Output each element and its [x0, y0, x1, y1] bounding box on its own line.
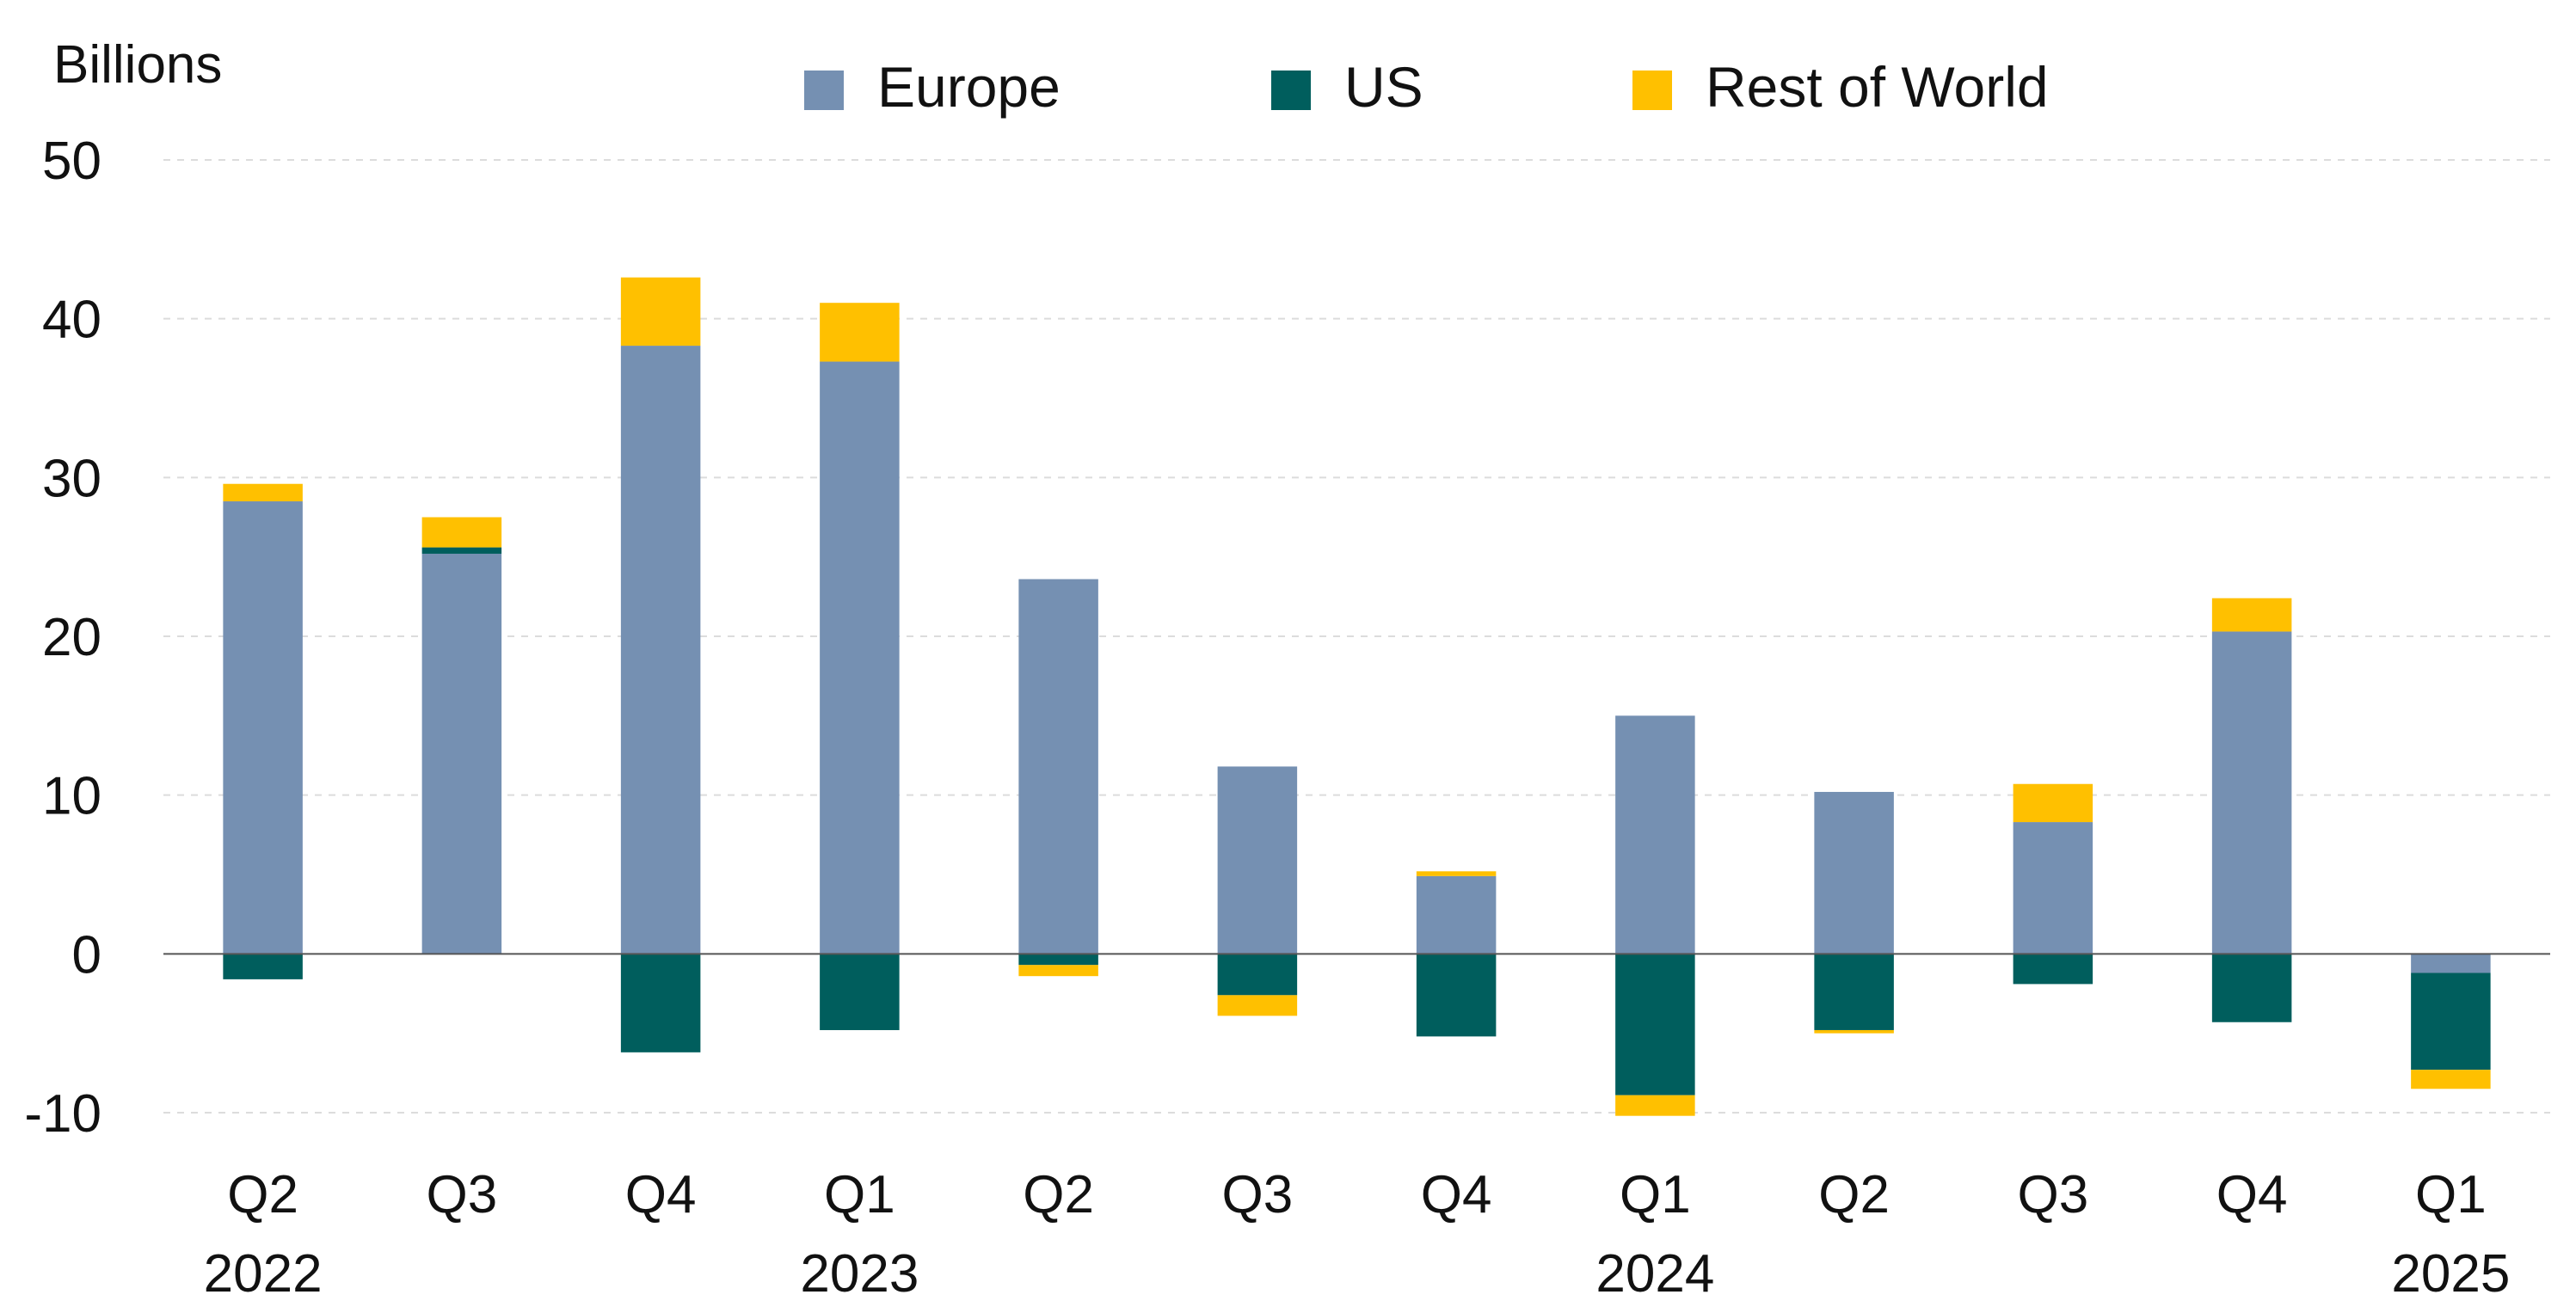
x-axis-labels: Q2 2022 Q3 Q4 Q1 2023 Q2 Q3 Q4 Q1 2024 Q2 Q3 Q4 Q1 2025: [204, 1165, 2511, 1304]
bar-us: [2411, 973, 2491, 1071]
bars: [223, 277, 2491, 1116]
bar-us: [1615, 954, 1695, 1095]
x-tick-label: Q1: [1620, 1165, 1691, 1224]
x-tick-label: Q2: [227, 1165, 298, 1224]
x-year-label: 2024: [1595, 1244, 1714, 1304]
legend-label-us: US: [1344, 55, 1423, 119]
bar-europe: [2211, 631, 2292, 954]
bar-us: [1814, 954, 1894, 1030]
bar-us: [223, 954, 303, 979]
bar-us: [1018, 954, 1098, 966]
gridlines: [163, 159, 2550, 1114]
legend-swatch-rest-of-world: [1632, 71, 1672, 110]
y-tick-label: 10: [42, 767, 101, 826]
legend: Europe US Rest of World: [804, 55, 2049, 119]
y-tick-label: 30: [42, 449, 101, 508]
x-tick-label: Q4: [2216, 1165, 2288, 1224]
bar-europe: [2411, 954, 2491, 973]
x-tick-label: Q2: [1023, 1165, 1094, 1224]
x-tick-label: Q1: [824, 1165, 895, 1224]
y-unit-label: Billions: [53, 35, 222, 95]
bar-us: [820, 954, 900, 1030]
bar-europe: [1615, 715, 1695, 954]
bar-rest-of-world: [820, 303, 900, 362]
x-year-label: 2025: [2391, 1244, 2510, 1304]
y-axis-ticks: -10 0 10 20 30 40 50: [24, 132, 101, 1144]
y-tick-label: 50: [42, 132, 101, 191]
bar-us: [2013, 954, 2093, 985]
bar-rest-of-world: [1217, 995, 1298, 1016]
bar-us: [620, 954, 701, 1052]
bar-europe: [1018, 579, 1098, 954]
x-tick-label: Q3: [2018, 1165, 2089, 1224]
bar-europe: [1814, 791, 1894, 954]
x-year-label: 2022: [204, 1244, 323, 1304]
bar-us: [2211, 954, 2292, 1022]
bar-rest-of-world: [620, 277, 701, 347]
bar-rest-of-world: [421, 517, 502, 548]
y-tick-label: 0: [72, 925, 101, 985]
bar-europe: [2013, 822, 2093, 954]
x-tick-label: Q2: [1818, 1165, 1890, 1224]
x-tick-label: Q4: [1421, 1165, 1492, 1224]
bar-rest-of-world: [2411, 1070, 2491, 1089]
bar-us: [421, 547, 502, 554]
bar-rest-of-world: [223, 483, 303, 502]
legend-label-rest-of-world: Rest of World: [1706, 55, 2049, 119]
bar-rest-of-world: [2211, 598, 2292, 632]
x-tick-label: Q4: [625, 1165, 697, 1224]
bar-rest-of-world: [1814, 1029, 1894, 1034]
legend-swatch-europe: [804, 71, 844, 110]
bar-rest-of-world: [1615, 1095, 1695, 1116]
bar-europe: [1416, 875, 1497, 954]
bar-europe: [620, 346, 701, 954]
legend-label-europe: Europe: [877, 55, 1061, 119]
bar-europe: [820, 361, 900, 954]
y-tick-label: 40: [42, 291, 101, 350]
x-tick-label: Q3: [427, 1165, 498, 1224]
bar-europe: [421, 553, 502, 954]
legend-swatch-us: [1271, 71, 1311, 110]
bar-rest-of-world: [1018, 965, 1098, 977]
x-year-label: 2023: [800, 1244, 919, 1304]
bar-rest-of-world: [2013, 783, 2093, 823]
y-tick-label: -10: [24, 1084, 101, 1144]
bar-rest-of-world: [1416, 871, 1497, 876]
y-tick-label: 20: [42, 608, 101, 667]
bar-europe: [1217, 766, 1298, 954]
bar-us: [1416, 954, 1497, 1037]
bar-europe: [223, 501, 303, 954]
x-tick-label: Q1: [2415, 1165, 2487, 1224]
x-tick-label: Q3: [1222, 1165, 1294, 1224]
bar-us: [1217, 954, 1298, 996]
